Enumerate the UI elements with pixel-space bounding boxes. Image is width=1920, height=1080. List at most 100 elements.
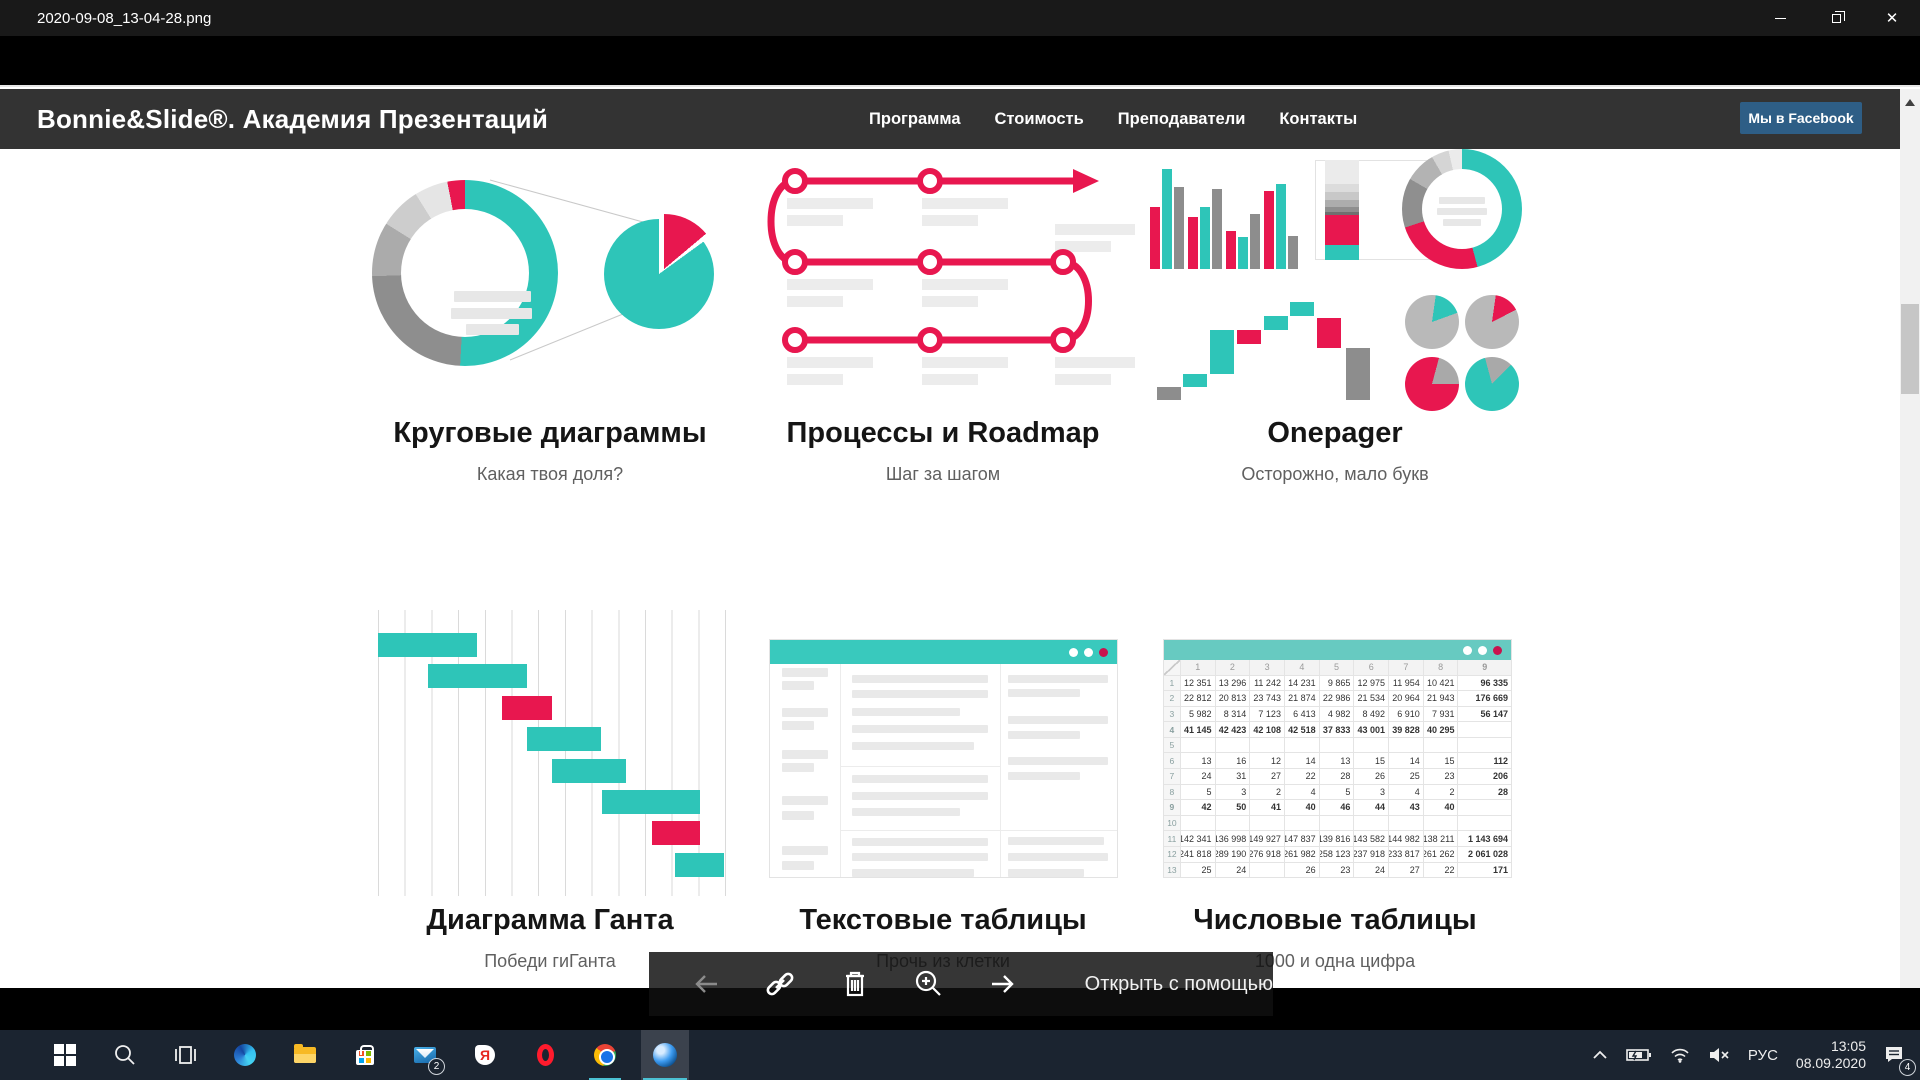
table-row: 2 22 812 20 813 23 743 21 874 22 986 21 534 20 … <box>1164 691 1511 707</box>
table-row: 6 13 16 12 14 13 15 14 15 112 <box>1164 753 1511 770</box>
taskbar-store[interactable] <box>341 1030 389 1080</box>
table-cell <box>1354 737 1390 753</box>
placeholder-bar <box>852 690 988 698</box>
table-row: 8 5 3 2 4 5 3 4 2 28 <box>1164 784 1511 801</box>
scrollbar-thumb[interactable] <box>1901 304 1919 394</box>
file-explorer-icon <box>294 1044 316 1063</box>
table-cell: 261 982 <box>1285 846 1320 862</box>
restore-button[interactable] <box>1808 0 1864 36</box>
table-cell: 15 <box>1354 753 1390 769</box>
taskbar-file-explorer[interactable] <box>281 1030 329 1080</box>
page-scrollbar[interactable] <box>1900 89 1920 990</box>
table-column-header: 9 <box>1482 662 1488 673</box>
chevron-up-icon <box>1593 1050 1607 1059</box>
zoom-in-button[interactable] <box>892 968 966 1000</box>
notification-icon <box>1886 1047 1902 1062</box>
card-title-texttables: Текстовые таблицы <box>799 904 1087 936</box>
battery-status[interactable] <box>1617 1030 1661 1080</box>
taskbar-edge[interactable] <box>221 1030 269 1080</box>
roadmap-illustration <box>755 152 1141 397</box>
nav-item[interactable]: Преподаватели <box>1117 109 1246 128</box>
placeholder-bar <box>1008 716 1108 724</box>
close-button[interactable]: ✕ <box>1864 0 1920 36</box>
nav-item[interactable]: Контакты <box>1279 109 1358 128</box>
copy-link-button[interactable] <box>743 969 817 999</box>
task-view-button[interactable] <box>161 1030 209 1080</box>
language-indicator[interactable]: РУС <box>1747 1046 1778 1064</box>
table-cell: 4 <box>1389 784 1424 800</box>
table-cell: 20 964 <box>1389 691 1424 706</box>
placeholder-bar <box>852 853 988 861</box>
taskbar-search-button[interactable] <box>101 1030 149 1080</box>
facebook-button[interactable]: Мы в Facebook <box>1740 102 1862 134</box>
table-row-label: 7 <box>1164 769 1181 784</box>
table-cell <box>1216 737 1251 753</box>
window-dot <box>1493 645 1502 655</box>
network-status[interactable] <box>1661 1030 1699 1080</box>
bar <box>1174 187 1184 269</box>
table-row: 7 24 31 27 22 28 26 25 23 206 <box>1164 769 1511 785</box>
minimize-button[interactable] <box>1752 0 1808 36</box>
window-controls: ✕ <box>1752 0 1920 36</box>
onepager-bars <box>1150 162 1300 269</box>
placeholder-bar <box>1008 869 1084 877</box>
taskbar-mail[interactable]: 2 <box>401 1030 449 1080</box>
card-title-numtables: Числовые таблицы <box>1193 904 1477 936</box>
card-title-roadmap: Процессы и Roadmap <box>786 417 1100 449</box>
table-row: 9 42 50 41 40 46 44 43 40 <box>1164 800 1511 816</box>
table-cell: 13 296 <box>1216 675 1251 691</box>
scroll-up-icon[interactable] <box>1905 99 1915 106</box>
volume-status[interactable] <box>1699 1030 1739 1080</box>
zoom-in-icon <box>916 970 941 996</box>
nav-item[interactable]: Программа <box>869 109 961 128</box>
table-row-label: 2 <box>1164 691 1181 706</box>
bar <box>1250 214 1260 269</box>
open-with-button[interactable]: Открыть с помощью <box>1084 972 1273 995</box>
onepager-donut <box>1402 149 1522 269</box>
table-cell: 276 918 <box>1250 846 1285 862</box>
task-view-icon <box>175 1046 196 1064</box>
table-cell: 14 231 <box>1285 675 1320 691</box>
table-cell: 24 <box>1354 862 1390 878</box>
table-cell: 22 986 <box>1320 691 1355 706</box>
taskbar-opera[interactable] <box>521 1030 569 1080</box>
gantt-bar <box>602 790 700 814</box>
divider <box>1000 830 1117 831</box>
table-cell <box>1320 815 1355 831</box>
waterfall-bar <box>1157 387 1181 400</box>
gantt-bar <box>675 852 724 877</box>
clock[interactable]: 13:05 08.09.2020 <box>1787 1030 1875 1080</box>
taskbar-chrome[interactable] <box>581 1030 629 1080</box>
edge-icon <box>234 1044 256 1066</box>
start-button[interactable] <box>41 1030 89 1080</box>
table-cell <box>1250 815 1285 831</box>
table-cell: 37 833 <box>1320 722 1355 737</box>
nav-item[interactable]: Стоимость <box>994 109 1084 128</box>
placeholder-bar <box>1008 772 1080 780</box>
table-cell: 23 <box>1320 862 1355 878</box>
table-cell: 22 <box>1285 769 1320 784</box>
table-column-header: 2 <box>1216 660 1251 675</box>
card-title-gantt: Диаграмма Ганта <box>426 904 674 936</box>
placeholder-bar <box>782 811 814 820</box>
table-cell: 44 <box>1354 800 1390 815</box>
text-table-window <box>769 639 1118 878</box>
table-cell <box>1285 815 1320 831</box>
taskbar-yandex[interactable]: Я <box>461 1030 509 1080</box>
arrow-right-icon <box>992 975 1015 993</box>
taskbar-image-viewer[interactable] <box>641 1030 689 1080</box>
battery-icon <box>1626 1049 1651 1061</box>
waterfall-bar <box>1317 318 1341 348</box>
card-subtitle-pie: Какая твоя доля? <box>476 464 624 484</box>
wifi-icon <box>1671 1048 1689 1063</box>
hidden-icons-button[interactable] <box>1583 1030 1617 1080</box>
delete-button[interactable] <box>818 968 892 1000</box>
next-image-button[interactable] <box>966 968 1040 1000</box>
table-cell: 241 818 <box>1181 846 1216 862</box>
action-center-button[interactable]: 4 <box>1875 1030 1920 1080</box>
table-cell: 3 <box>1354 784 1390 800</box>
placeholder-bar <box>1008 675 1108 683</box>
link-icon <box>767 972 794 996</box>
previous-image-button[interactable] <box>669 968 743 1000</box>
placeholder-bar <box>852 775 988 783</box>
